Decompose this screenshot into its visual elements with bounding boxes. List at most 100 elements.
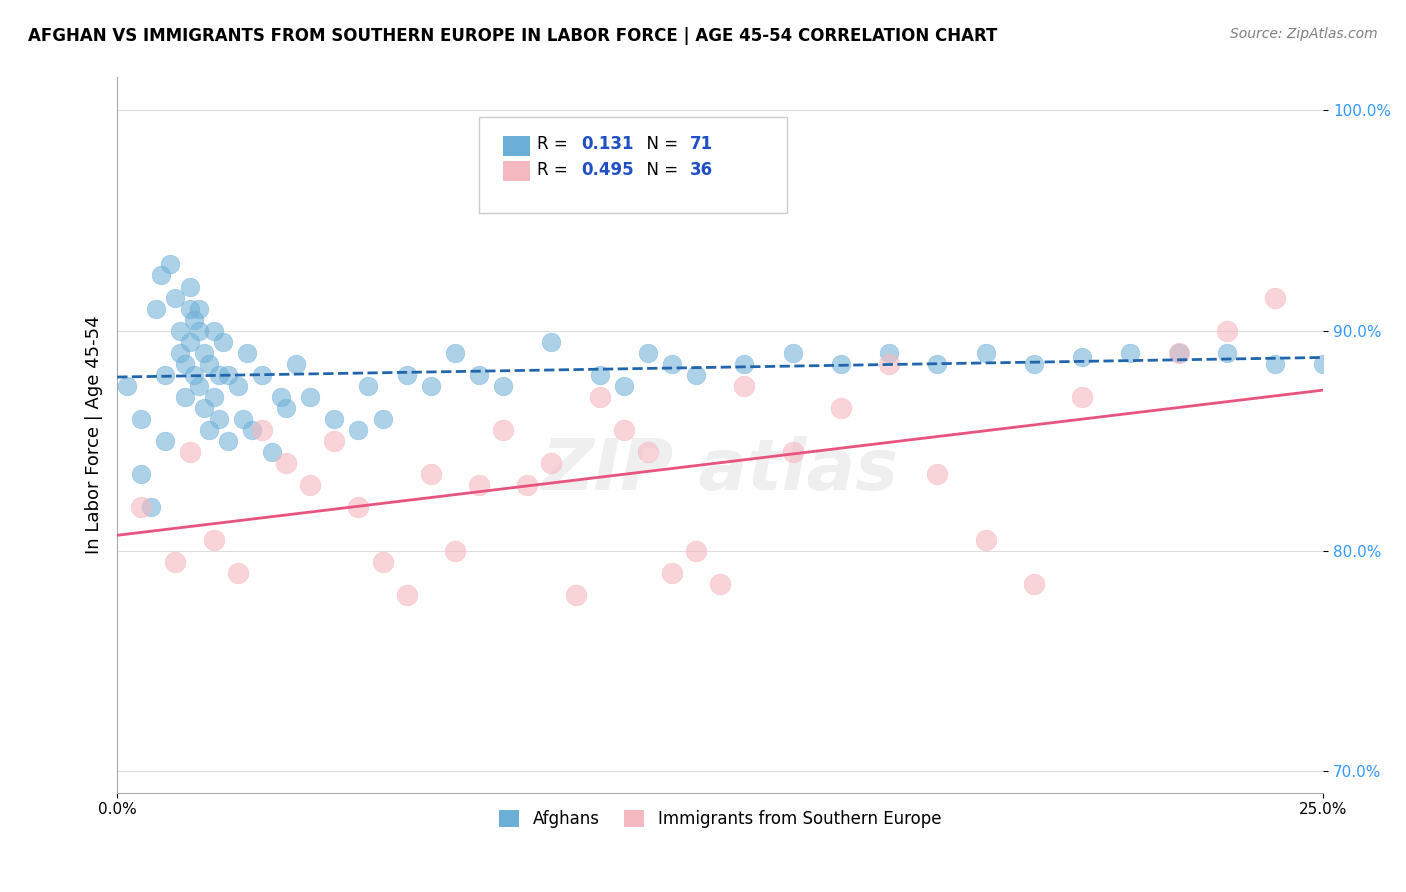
Point	[1312, 357, 1334, 371]
Point	[395, 588, 418, 602]
Point	[212, 334, 235, 349]
Point	[1167, 345, 1189, 359]
Point	[927, 467, 949, 481]
Point	[444, 543, 467, 558]
Text: 36: 36	[690, 161, 713, 179]
Point	[240, 423, 263, 437]
Point	[173, 390, 195, 404]
Point	[468, 477, 491, 491]
Text: N =: N =	[636, 161, 683, 179]
Point	[637, 444, 659, 458]
Point	[165, 555, 187, 569]
Point	[877, 357, 900, 371]
Point	[183, 368, 205, 382]
Point	[782, 444, 804, 458]
Point	[155, 434, 177, 448]
Text: R =: R =	[537, 135, 572, 153]
Point	[637, 345, 659, 359]
Point	[115, 378, 138, 392]
Point	[173, 357, 195, 371]
Point	[782, 345, 804, 359]
Point	[371, 555, 394, 569]
Point	[193, 345, 215, 359]
Point	[260, 444, 283, 458]
Point	[588, 368, 610, 382]
Point	[540, 334, 562, 349]
Point	[468, 368, 491, 382]
Point	[1216, 345, 1239, 359]
Point	[270, 390, 292, 404]
Point	[1022, 357, 1045, 371]
Point	[419, 378, 441, 392]
FancyBboxPatch shape	[479, 117, 786, 213]
Point	[232, 411, 254, 425]
Text: Source: ZipAtlas.com: Source: ZipAtlas.com	[1230, 27, 1378, 41]
Point	[179, 444, 201, 458]
Point	[202, 533, 225, 547]
Point	[733, 378, 755, 392]
Point	[347, 423, 370, 437]
Text: 0.495: 0.495	[582, 161, 634, 179]
Point	[661, 357, 683, 371]
Point	[1264, 291, 1286, 305]
Point	[198, 423, 221, 437]
Point	[1264, 357, 1286, 371]
Text: ZIP atlas: ZIP atlas	[541, 436, 898, 505]
Point	[250, 423, 273, 437]
Point	[236, 345, 259, 359]
Point	[1071, 350, 1094, 364]
Point	[179, 279, 201, 293]
Point	[927, 357, 949, 371]
Point	[1022, 576, 1045, 591]
Point	[877, 345, 900, 359]
Point	[207, 411, 229, 425]
Point	[155, 368, 177, 382]
Point	[371, 411, 394, 425]
Point	[169, 345, 191, 359]
Point	[183, 312, 205, 326]
Point	[299, 390, 322, 404]
Point	[419, 467, 441, 481]
Point	[188, 324, 211, 338]
Point	[1167, 345, 1189, 359]
Point	[149, 268, 172, 283]
Point	[193, 401, 215, 415]
Point	[323, 434, 346, 448]
Point	[1071, 390, 1094, 404]
Point	[274, 401, 297, 415]
Point	[198, 357, 221, 371]
Legend: Afghans, Immigrants from Southern Europe: Afghans, Immigrants from Southern Europe	[492, 803, 948, 834]
Point	[661, 566, 683, 580]
Point	[357, 378, 380, 392]
Point	[516, 477, 538, 491]
Point	[131, 467, 153, 481]
Point	[179, 301, 201, 316]
Point	[202, 324, 225, 338]
Point	[188, 378, 211, 392]
Point	[444, 345, 467, 359]
Point	[588, 390, 610, 404]
Point	[159, 258, 181, 272]
Point	[395, 368, 418, 382]
Point	[830, 357, 852, 371]
Text: 0.131: 0.131	[582, 135, 634, 153]
Point	[540, 456, 562, 470]
Point	[217, 368, 239, 382]
Point	[685, 543, 707, 558]
Point	[179, 334, 201, 349]
Point	[226, 566, 249, 580]
Point	[217, 434, 239, 448]
Point	[139, 500, 162, 514]
Point	[685, 368, 707, 382]
Point	[733, 357, 755, 371]
Point	[274, 456, 297, 470]
Point	[974, 345, 997, 359]
Point	[299, 477, 322, 491]
Point	[188, 301, 211, 316]
Point	[250, 368, 273, 382]
Point	[613, 378, 636, 392]
Text: N =: N =	[636, 135, 683, 153]
Point	[323, 411, 346, 425]
Point	[613, 423, 636, 437]
Point	[492, 423, 515, 437]
